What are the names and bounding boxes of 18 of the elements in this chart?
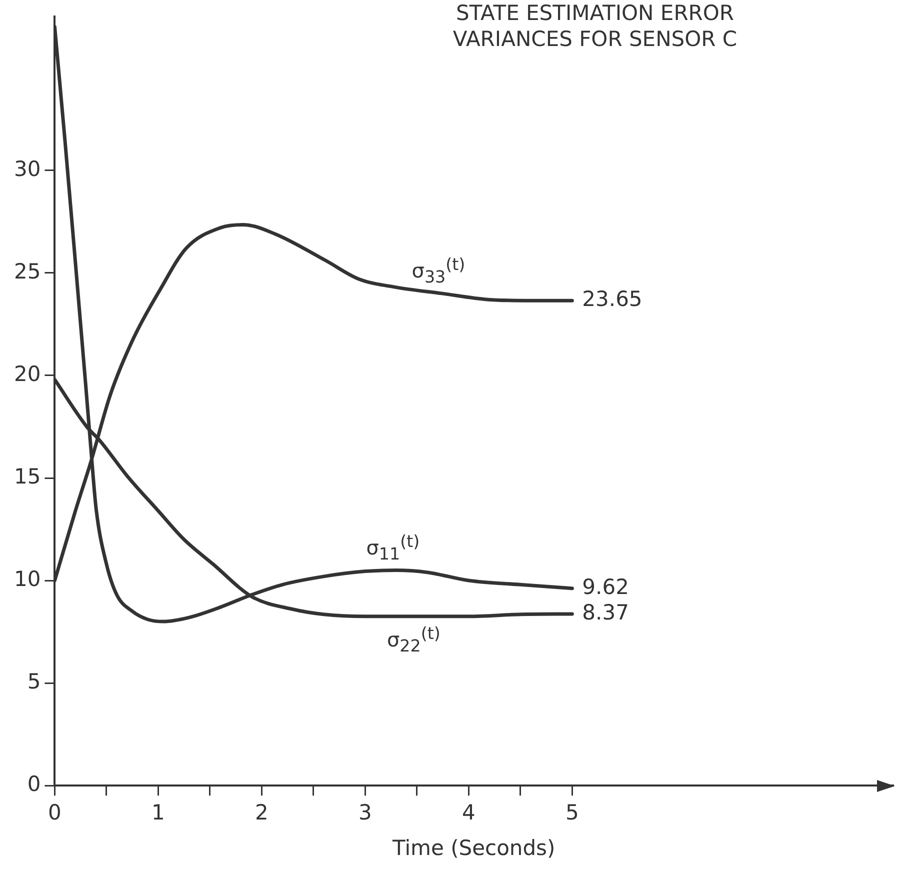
x-tick-label: 4 xyxy=(462,800,476,825)
y-tick-label: 10 xyxy=(14,566,41,591)
y-tick-label: 20 xyxy=(14,362,41,386)
data-label: 9.62 xyxy=(582,574,629,599)
data-label: 23.65 xyxy=(582,287,642,312)
y-tick-label: 25 xyxy=(14,259,41,284)
data-label: 8.37 xyxy=(582,600,629,624)
x-tick-label: 3 xyxy=(358,800,372,825)
y-tick-label: 5 xyxy=(27,670,41,694)
y-tick-label: 15 xyxy=(14,464,41,488)
x-tick-label: 2 xyxy=(255,800,268,825)
x-axis-title: Time (Seconds) xyxy=(392,836,556,860)
x-tick-label: 0 xyxy=(48,800,62,825)
x-tick-label: 1 xyxy=(152,800,165,825)
y-tick-label: 0 xyxy=(27,772,41,796)
y-tick-label: 30 xyxy=(14,156,41,181)
x-tick-label: 5 xyxy=(565,800,579,825)
chart-title: STATE ESTIMATION ERROR VARIANCES FOR SENSOR C xyxy=(452,0,738,52)
